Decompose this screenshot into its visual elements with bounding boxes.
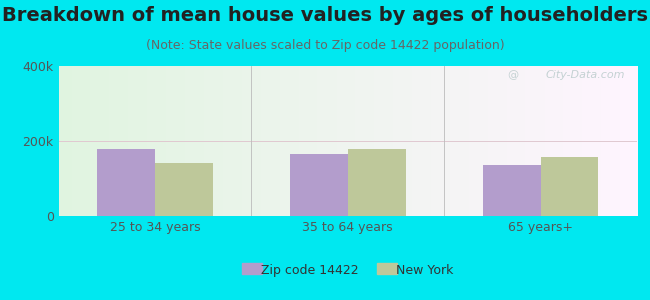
Text: (Note: State values scaled to Zip code 14422 population): (Note: State values scaled to Zip code 1… xyxy=(146,39,504,52)
Text: Breakdown of mean house values by ages of householders: Breakdown of mean house values by ages o… xyxy=(2,6,648,25)
Bar xyxy=(483,165,541,216)
Legend: Zip code 14422, New York: Zip code 14422, New York xyxy=(237,259,458,282)
Bar xyxy=(348,149,406,216)
Text: City-Data.com: City-Data.com xyxy=(546,70,625,80)
Bar xyxy=(541,157,599,216)
Bar xyxy=(155,163,213,216)
Bar xyxy=(290,154,348,216)
Bar xyxy=(97,148,155,216)
Text: @: @ xyxy=(507,70,518,80)
